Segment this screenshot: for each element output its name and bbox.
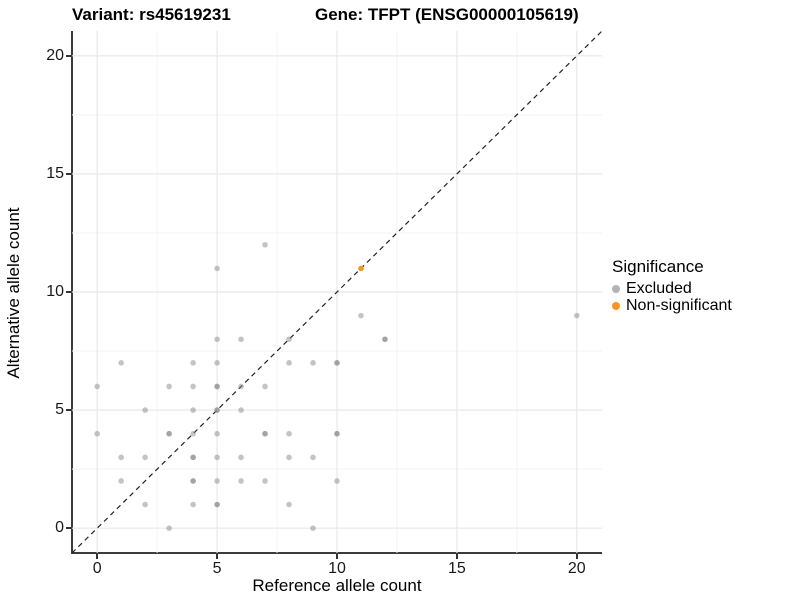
data-point-excluded <box>166 525 172 531</box>
identity-reference-line <box>71 30 603 554</box>
data-point-excluded <box>142 501 148 508</box>
x-tick-label: 5 <box>212 560 222 577</box>
y-tick-label: 0 <box>55 519 64 537</box>
data-point-excluded <box>166 430 172 437</box>
x-tick-mark <box>336 554 338 559</box>
data-point-non-significant <box>358 265 364 272</box>
data-point-excluded <box>262 241 268 248</box>
y-tick-label: 10 <box>46 283 64 300</box>
x-axis-title: Reference allele count <box>252 576 422 595</box>
x-tick-label: 20 <box>567 560 586 577</box>
data-point-excluded <box>262 430 268 437</box>
legend-item-non-significant: Non-significant <box>612 297 798 314</box>
data-point-excluded <box>238 454 244 461</box>
legend-items: Excluded Non-significant <box>612 280 798 314</box>
legend-item-excluded: Excluded <box>612 280 798 297</box>
data-point-excluded <box>190 454 196 461</box>
data-point-excluded <box>94 430 100 437</box>
data-point-excluded <box>574 312 580 319</box>
data-point-excluded <box>118 360 124 366</box>
data-point-excluded <box>382 336 388 343</box>
y-tick-label: 5 <box>55 401 64 419</box>
data-point-excluded <box>214 360 220 366</box>
data-point-excluded <box>190 407 196 413</box>
y-tick-mark <box>66 409 71 411</box>
x-tick-mark <box>96 554 98 559</box>
data-point-excluded <box>334 360 340 366</box>
y-axis-title: Alternative allele count <box>4 207 23 379</box>
data-point-excluded <box>310 525 316 531</box>
data-point-excluded <box>262 383 268 390</box>
data-point-excluded <box>214 336 220 343</box>
x-tick-mark <box>216 554 218 559</box>
data-point-excluded <box>190 430 196 437</box>
data-point-excluded <box>334 430 340 437</box>
data-point-excluded <box>214 454 220 461</box>
y-tick-mark <box>66 291 71 293</box>
data-point-excluded <box>286 501 292 508</box>
y-tick-mark <box>66 55 71 57</box>
data-point-excluded <box>190 478 196 484</box>
data-point-excluded <box>286 360 292 366</box>
data-point-excluded <box>190 360 196 366</box>
data-point-excluded <box>118 478 124 484</box>
y-tick-label: 20 <box>46 46 64 64</box>
data-point-excluded <box>238 336 244 343</box>
y-tick-mark <box>66 527 71 529</box>
data-point-excluded <box>214 407 220 413</box>
data-point-excluded <box>334 478 340 484</box>
data-point-excluded <box>238 478 244 484</box>
data-point-excluded <box>166 383 172 390</box>
data-point-excluded <box>286 430 292 437</box>
legend-item-label: Excluded <box>626 279 692 297</box>
data-point-excluded <box>286 454 292 461</box>
y-tick-label: 15 <box>46 164 64 182</box>
data-point-excluded <box>214 430 220 437</box>
scatter-canvas <box>71 30 603 554</box>
legend: Significance Excluded Non-significant <box>612 257 798 314</box>
data-point-excluded <box>142 407 148 413</box>
y-tick-mark <box>66 173 71 175</box>
data-point-excluded <box>190 383 196 390</box>
data-point-excluded <box>214 265 220 272</box>
data-point-excluded <box>310 360 316 366</box>
data-point-excluded <box>262 478 268 484</box>
x-tick-label: 15 <box>448 560 466 577</box>
legend-item-label: Non-significant <box>626 296 732 314</box>
data-point-excluded <box>94 383 100 390</box>
x-tick-label: 0 <box>92 560 102 577</box>
plot-panel <box>71 30 603 554</box>
data-point-excluded <box>214 501 220 508</box>
legend-key-dot-icon <box>612 284 620 293</box>
x-tick-label: 10 <box>328 560 346 577</box>
data-point-excluded <box>358 312 364 319</box>
plot-title-gene: Gene: TFPT (ENSG00000105619) <box>315 5 579 24</box>
data-point-excluded <box>238 383 244 390</box>
legend-key-dot-icon <box>612 301 620 310</box>
data-point-excluded <box>214 383 220 390</box>
legend-title: Significance <box>612 257 704 276</box>
plot-title-variant: Variant: rs45619231 <box>72 5 231 24</box>
x-tick-mark <box>456 554 458 559</box>
data-point-excluded <box>142 454 148 461</box>
data-point-excluded <box>238 407 244 413</box>
data-point-excluded <box>286 336 292 343</box>
data-point-excluded <box>190 501 196 508</box>
data-point-excluded <box>310 454 316 461</box>
data-point-excluded <box>214 478 220 484</box>
x-tick-mark <box>576 554 578 559</box>
data-point-excluded <box>118 454 124 461</box>
